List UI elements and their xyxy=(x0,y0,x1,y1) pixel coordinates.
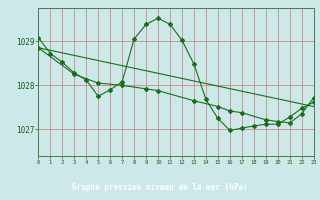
Text: Graphe pression niveau de la mer (hPa): Graphe pression niveau de la mer (hPa) xyxy=(72,183,248,192)
